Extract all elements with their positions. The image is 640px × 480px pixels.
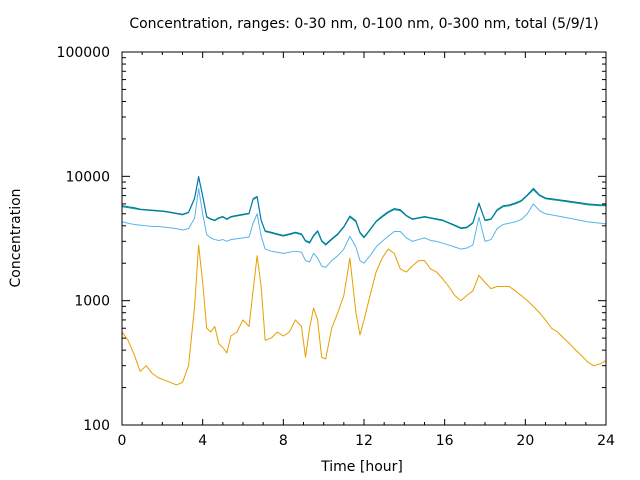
plot-frame	[121, 51, 607, 426]
series-group	[121, 175, 607, 386]
series-line-2	[121, 187, 607, 268]
y-tick-label: 100000	[57, 45, 110, 61]
ticks-group: 0 4 8 12 16 20 24 100 1000 10000 100000	[57, 45, 615, 449]
x-tick-label: 4	[198, 433, 207, 449]
x-tick-label: 8	[279, 433, 288, 449]
y-tick-label: 100	[83, 418, 110, 434]
series-line-1	[121, 244, 607, 386]
y-axis-label: Concentration	[8, 188, 24, 287]
x-axis-label: Time [hour]	[320, 459, 403, 475]
x-tick-label: 20	[516, 433, 534, 449]
series-line-4	[121, 175, 606, 245]
x-tick-label: 16	[436, 433, 454, 449]
chart-title: Concentration, ranges: 0-30 nm, 0-100 nm…	[129, 16, 598, 32]
x-tick-label: 24	[597, 433, 615, 449]
x-tick-label: 0	[118, 433, 127, 449]
y-tick-label: 10000	[65, 169, 110, 185]
y-tick-label: 1000	[74, 294, 110, 310]
x-tick-label: 12	[355, 433, 373, 449]
series-line-3	[121, 176, 606, 246]
